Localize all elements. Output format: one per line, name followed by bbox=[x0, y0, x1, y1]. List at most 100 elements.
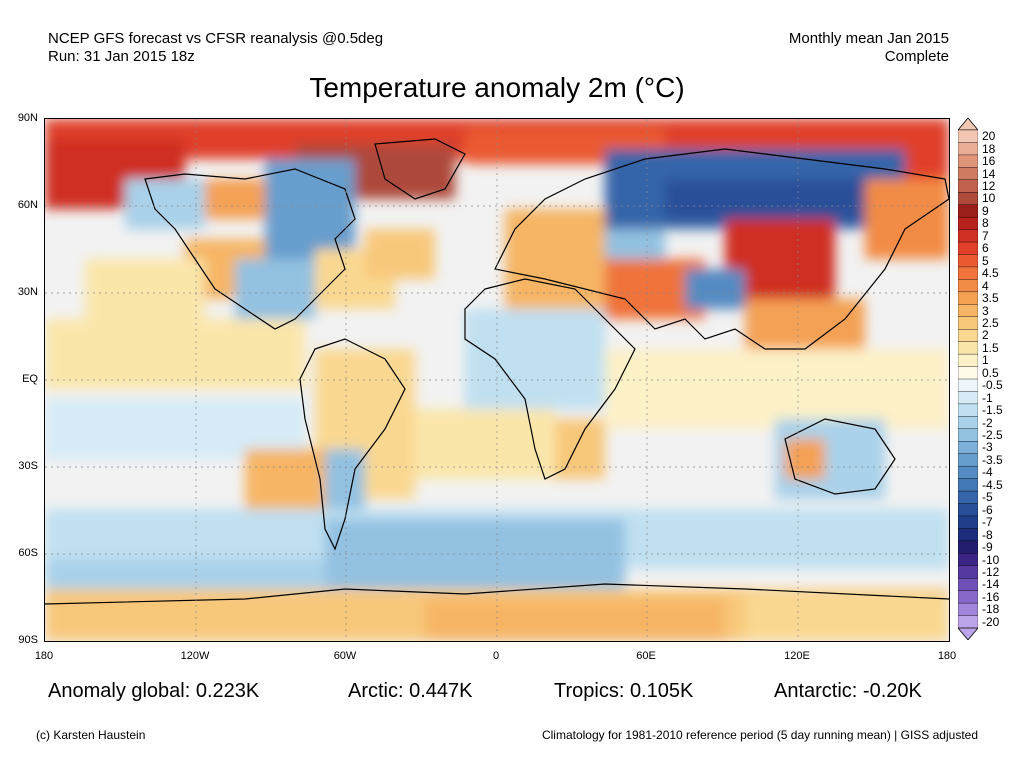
colorbar-label: 7 bbox=[982, 228, 989, 243]
colorbar-label: -0.5 bbox=[982, 378, 1003, 393]
stat-antarctic: Antarctic: -0.20K bbox=[774, 680, 922, 702]
colorbar-swatch bbox=[958, 453, 978, 467]
colorbar-swatch bbox=[958, 403, 978, 417]
colorbar-label: 6 bbox=[982, 241, 989, 256]
colorbar-swatch bbox=[958, 378, 978, 392]
completion-status: Complete bbox=[884, 48, 949, 65]
colorbar-label: -6 bbox=[982, 502, 993, 517]
anomaly-map bbox=[44, 118, 950, 642]
colorbar-label: -10 bbox=[982, 552, 1000, 567]
colorbar-swatch bbox=[958, 391, 978, 405]
colorbar-label: 1.5 bbox=[982, 340, 999, 355]
colorbar-swatch bbox=[958, 428, 978, 442]
colorbar-label: -2 bbox=[982, 415, 993, 430]
colorbar-swatch bbox=[958, 216, 978, 231]
colorbar-label: 18 bbox=[982, 141, 996, 156]
lon-label-120w: 120W bbox=[180, 650, 210, 662]
lat-label-30s: 30S bbox=[18, 460, 38, 472]
colorbar-label: -9 bbox=[982, 540, 993, 555]
header-left: NCEP GFS forecast vs CFSR reanalysis @0.… bbox=[48, 30, 383, 66]
colorbar-swatch bbox=[958, 416, 978, 430]
colorbar-swatch bbox=[958, 229, 978, 243]
colorbar-label: -8 bbox=[982, 527, 993, 542]
colorbar-swatch bbox=[958, 254, 978, 268]
colorbar-label: 2.5 bbox=[982, 315, 999, 330]
stat-arctic: Arctic: 0.447K bbox=[348, 680, 473, 702]
colorbar-label: -7 bbox=[982, 515, 993, 530]
colorbar-label: 0.5 bbox=[982, 365, 999, 380]
colorbar-swatch bbox=[958, 565, 978, 579]
run-time: Run: 31 Jan 2015 18z bbox=[48, 48, 195, 65]
colorbar-top-arrow bbox=[958, 118, 978, 131]
colorbar-label: -16 bbox=[982, 589, 1000, 604]
colorbar-swatch bbox=[958, 129, 978, 143]
lat-label-90s: 90S bbox=[18, 634, 38, 646]
lon-label-180w: 180 bbox=[34, 650, 54, 662]
colorbar-swatch bbox=[958, 142, 978, 156]
colorbar-swatch bbox=[958, 478, 978, 492]
colorbar-swatch bbox=[958, 553, 978, 567]
lon-label-180e: 180 bbox=[937, 650, 957, 662]
colorbar-label: 2 bbox=[982, 328, 989, 343]
colorbar-swatch bbox=[958, 465, 978, 480]
colorbar bbox=[958, 118, 978, 640]
colorbar-label: 16 bbox=[982, 154, 996, 169]
colorbar-swatch bbox=[958, 304, 978, 318]
colorbar-swatch bbox=[958, 241, 978, 256]
lon-label-0: 0 bbox=[492, 650, 500, 662]
colorbar-swatch bbox=[958, 441, 978, 455]
colorbar-label: -1.5 bbox=[982, 403, 1003, 418]
graticule bbox=[45, 119, 949, 641]
colorbar-label: -2.5 bbox=[982, 428, 1003, 443]
stat-global: Anomaly global: 0.223K bbox=[48, 680, 260, 702]
colorbar-label: 3 bbox=[982, 303, 989, 318]
colorbar-label: 3.5 bbox=[982, 291, 999, 306]
colorbar-label: 14 bbox=[982, 166, 996, 181]
colorbar-swatch bbox=[958, 515, 978, 529]
period-label: Monthly mean Jan 2015 bbox=[788, 30, 949, 47]
colorbar-label: -3.5 bbox=[982, 452, 1003, 467]
colorbar-swatch bbox=[958, 602, 978, 617]
colorbar-label: 4.5 bbox=[982, 266, 999, 281]
colorbar-label: -12 bbox=[982, 564, 1000, 579]
header-right: Monthly mean Jan 2015 Complete bbox=[789, 30, 949, 66]
colorbar-label: -3 bbox=[982, 440, 993, 455]
colorbar-label: 8 bbox=[982, 216, 989, 231]
colorbar-label: 1 bbox=[982, 353, 989, 368]
lon-label-120e: 120E bbox=[784, 650, 810, 662]
lat-label-60s: 60S bbox=[18, 547, 38, 559]
coastlines bbox=[45, 138, 949, 605]
colorbar-swatch bbox=[958, 366, 978, 380]
colorbar-label: 12 bbox=[982, 179, 996, 194]
lat-label-90n: 90N bbox=[17, 112, 38, 124]
colorbar-swatch bbox=[958, 503, 978, 517]
colorbar-label: -4 bbox=[982, 465, 993, 480]
colorbar-label: -1 bbox=[982, 390, 993, 405]
lat-label-eq: EQ bbox=[22, 373, 38, 385]
colorbar-swatch bbox=[958, 490, 978, 504]
colorbar-swatch bbox=[958, 590, 978, 604]
colorbar-bottom-arrow bbox=[958, 627, 978, 640]
colorbar-label: 10 bbox=[982, 191, 996, 206]
colorbar-swatch bbox=[958, 615, 978, 629]
lon-label-60w: 60W bbox=[333, 650, 357, 662]
colorbar-label: -14 bbox=[982, 577, 1000, 592]
colorbar-label: -5 bbox=[982, 490, 993, 505]
lon-label-60e: 60E bbox=[636, 650, 656, 662]
colorbar-swatch bbox=[958, 291, 978, 305]
colorbar-label: -20 bbox=[982, 614, 1000, 629]
colorbar-swatch bbox=[958, 540, 978, 554]
lat-label-60n: 60N bbox=[17, 199, 38, 211]
colorbar-label: -4.5 bbox=[982, 477, 1003, 492]
colorbar-swatch bbox=[958, 179, 978, 193]
colorbar-swatch bbox=[958, 154, 978, 168]
colorbar-swatch bbox=[958, 167, 978, 181]
colorbar-label: 5 bbox=[982, 253, 989, 268]
colorbar-label: 4 bbox=[982, 278, 989, 293]
colorbar-swatch bbox=[958, 528, 978, 542]
colorbar-swatch bbox=[958, 266, 978, 280]
colorbar-swatch bbox=[958, 204, 978, 218]
stat-tropics: Tropics: 0.105K bbox=[554, 680, 694, 702]
colorbar-swatch bbox=[958, 328, 978, 343]
colorbar-swatch bbox=[958, 578, 978, 592]
